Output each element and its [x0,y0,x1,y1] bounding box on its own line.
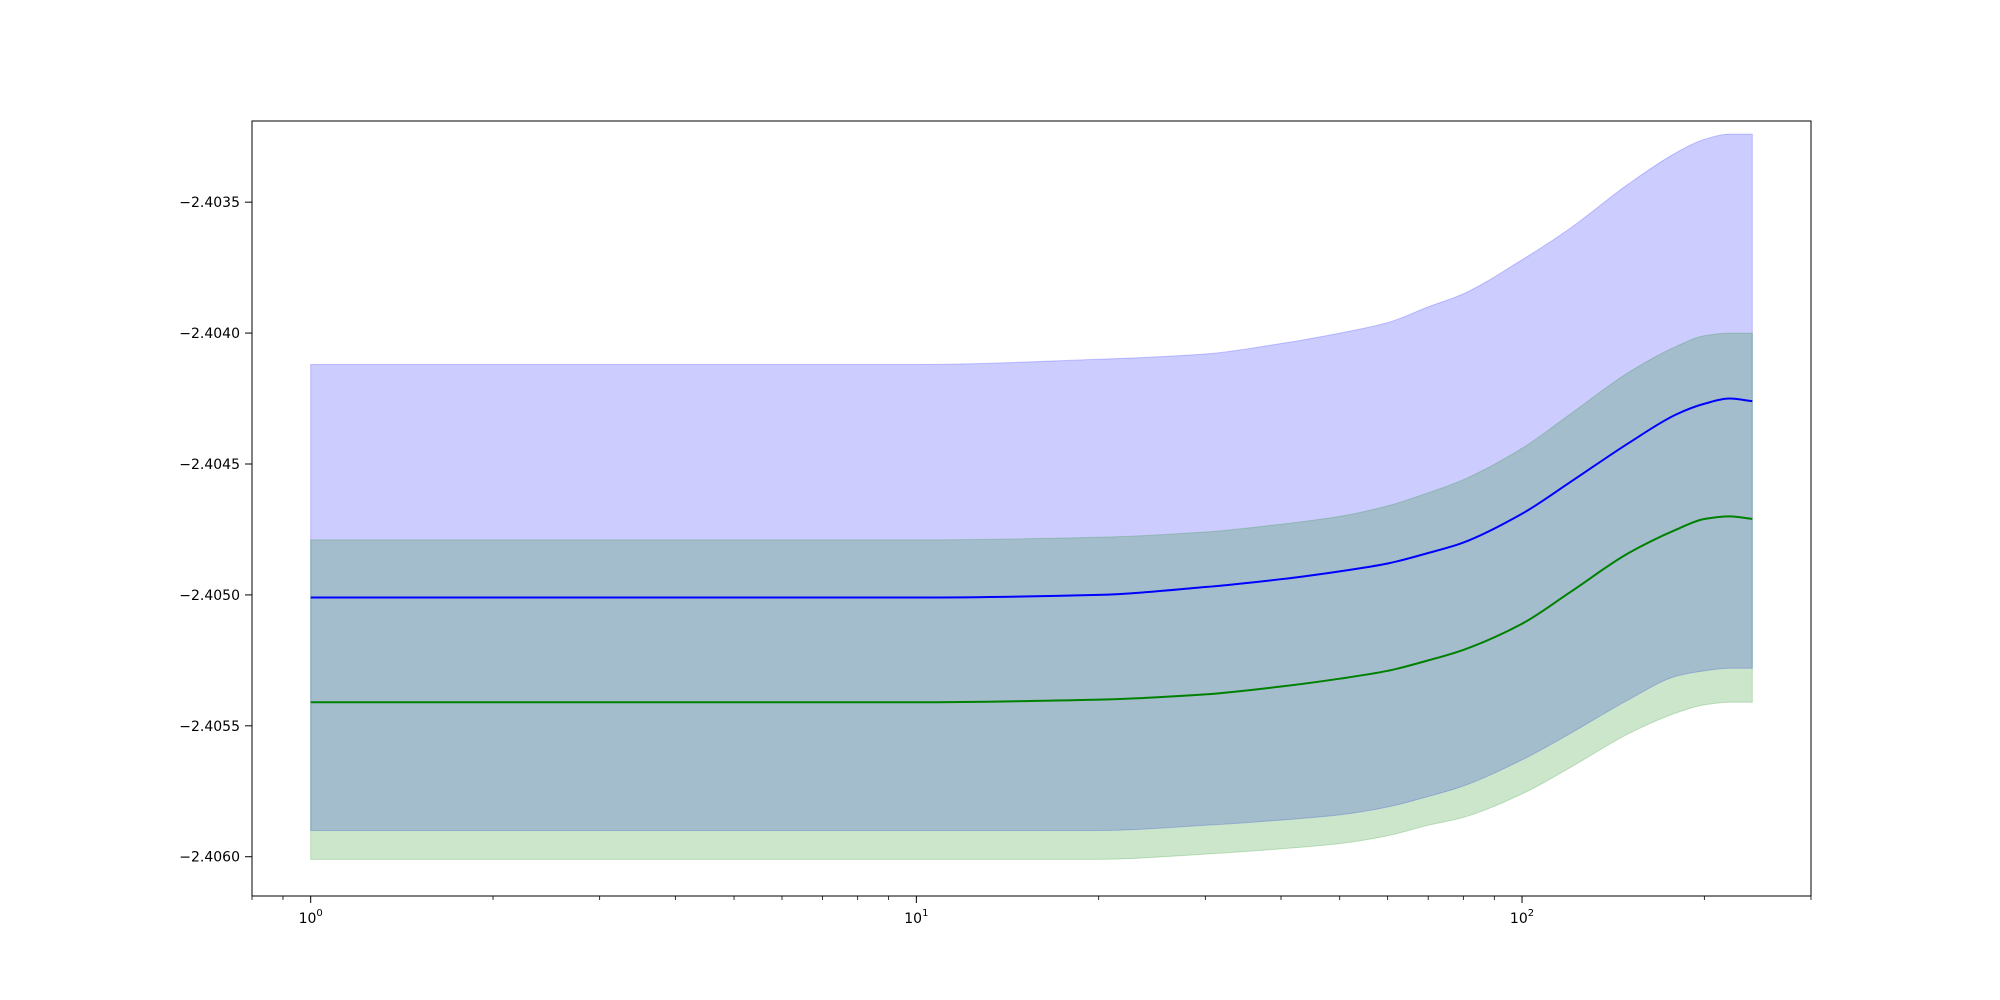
y-axis: −2.4035 −2.4040 −2.4045 −2.4050 −2.4055 −2.40… [179,195,252,866]
y-tick-label: −2.4060 [179,850,240,866]
x-axis: 100 101 102 [251,896,1812,927]
y-tick-label: −2.4035 [179,195,240,211]
y-tick-label: −2.4055 [179,719,240,735]
y-tick-label: −2.4045 [179,457,240,473]
line-1 [310,515,1753,704]
plot-frame [251,120,1812,897]
y-tick-label: −2.4050 [179,588,240,604]
y-tick-label: −2.4040 [179,326,240,342]
band-0 [310,133,1753,832]
x-tick-label: 102 [1510,908,1534,927]
x-tick-label: 100 [299,908,323,927]
line-0 [310,397,1753,599]
series-lines [310,397,1753,704]
x-tick-label: 101 [904,908,928,927]
